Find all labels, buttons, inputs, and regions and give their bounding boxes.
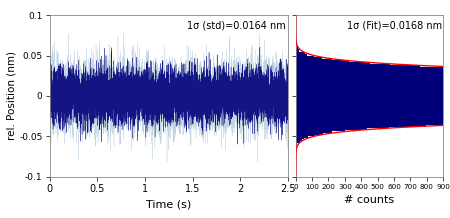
Bar xyxy=(296,89,450,91)
X-axis label: # counts: # counts xyxy=(344,195,395,205)
Bar xyxy=(296,86,450,88)
Bar xyxy=(296,101,450,102)
Bar xyxy=(296,54,307,56)
Bar xyxy=(296,46,297,48)
Bar xyxy=(296,119,450,120)
Bar xyxy=(296,107,450,109)
Bar xyxy=(296,80,450,81)
Bar xyxy=(296,56,314,57)
Bar xyxy=(296,85,450,86)
Bar xyxy=(296,75,450,77)
Bar xyxy=(296,88,450,89)
Bar xyxy=(296,94,450,96)
X-axis label: Time (s): Time (s) xyxy=(146,199,191,209)
Bar xyxy=(296,109,450,111)
Bar xyxy=(296,114,450,115)
Bar xyxy=(296,127,389,128)
Bar xyxy=(296,146,297,148)
Text: 1σ (Fit)=0.0168 nm: 1σ (Fit)=0.0168 nm xyxy=(346,20,442,30)
Bar xyxy=(296,122,450,123)
Bar xyxy=(296,73,450,75)
Bar xyxy=(296,99,450,101)
Bar xyxy=(296,136,308,138)
Bar xyxy=(296,52,305,54)
Bar xyxy=(296,68,450,70)
Bar xyxy=(296,144,297,146)
Bar xyxy=(296,120,450,122)
Bar xyxy=(296,131,332,133)
Bar xyxy=(296,135,315,136)
Bar xyxy=(296,72,450,73)
Bar xyxy=(296,112,450,114)
Bar xyxy=(296,128,367,130)
Bar xyxy=(296,78,450,80)
Bar xyxy=(296,62,370,64)
Bar xyxy=(296,70,450,72)
Bar xyxy=(296,141,300,143)
Bar xyxy=(296,138,304,140)
Bar xyxy=(296,117,450,119)
Y-axis label: rel. Position (nm): rel. Position (nm) xyxy=(6,51,16,140)
Bar xyxy=(296,115,450,117)
Bar xyxy=(296,91,450,93)
Bar xyxy=(296,51,299,52)
Bar xyxy=(296,104,450,106)
Bar xyxy=(296,93,450,94)
Bar xyxy=(296,49,299,51)
Bar xyxy=(296,59,332,60)
Bar xyxy=(296,140,302,141)
Bar xyxy=(296,48,298,49)
Bar xyxy=(296,64,390,65)
Bar xyxy=(296,81,450,83)
Bar xyxy=(296,130,345,131)
Bar xyxy=(296,60,349,62)
Text: 1σ (std)=0.0164 nm: 1σ (std)=0.0164 nm xyxy=(187,20,286,30)
Bar xyxy=(296,111,450,112)
Bar xyxy=(296,133,323,135)
Bar xyxy=(296,143,297,144)
Bar xyxy=(296,102,450,104)
Bar xyxy=(296,67,450,68)
Bar xyxy=(296,96,450,97)
Bar xyxy=(296,97,450,99)
Bar xyxy=(296,83,450,85)
Bar xyxy=(296,57,322,59)
Bar xyxy=(296,77,450,78)
Bar xyxy=(296,65,420,67)
Bar xyxy=(296,106,450,107)
Bar xyxy=(296,125,426,127)
Bar xyxy=(296,123,450,125)
